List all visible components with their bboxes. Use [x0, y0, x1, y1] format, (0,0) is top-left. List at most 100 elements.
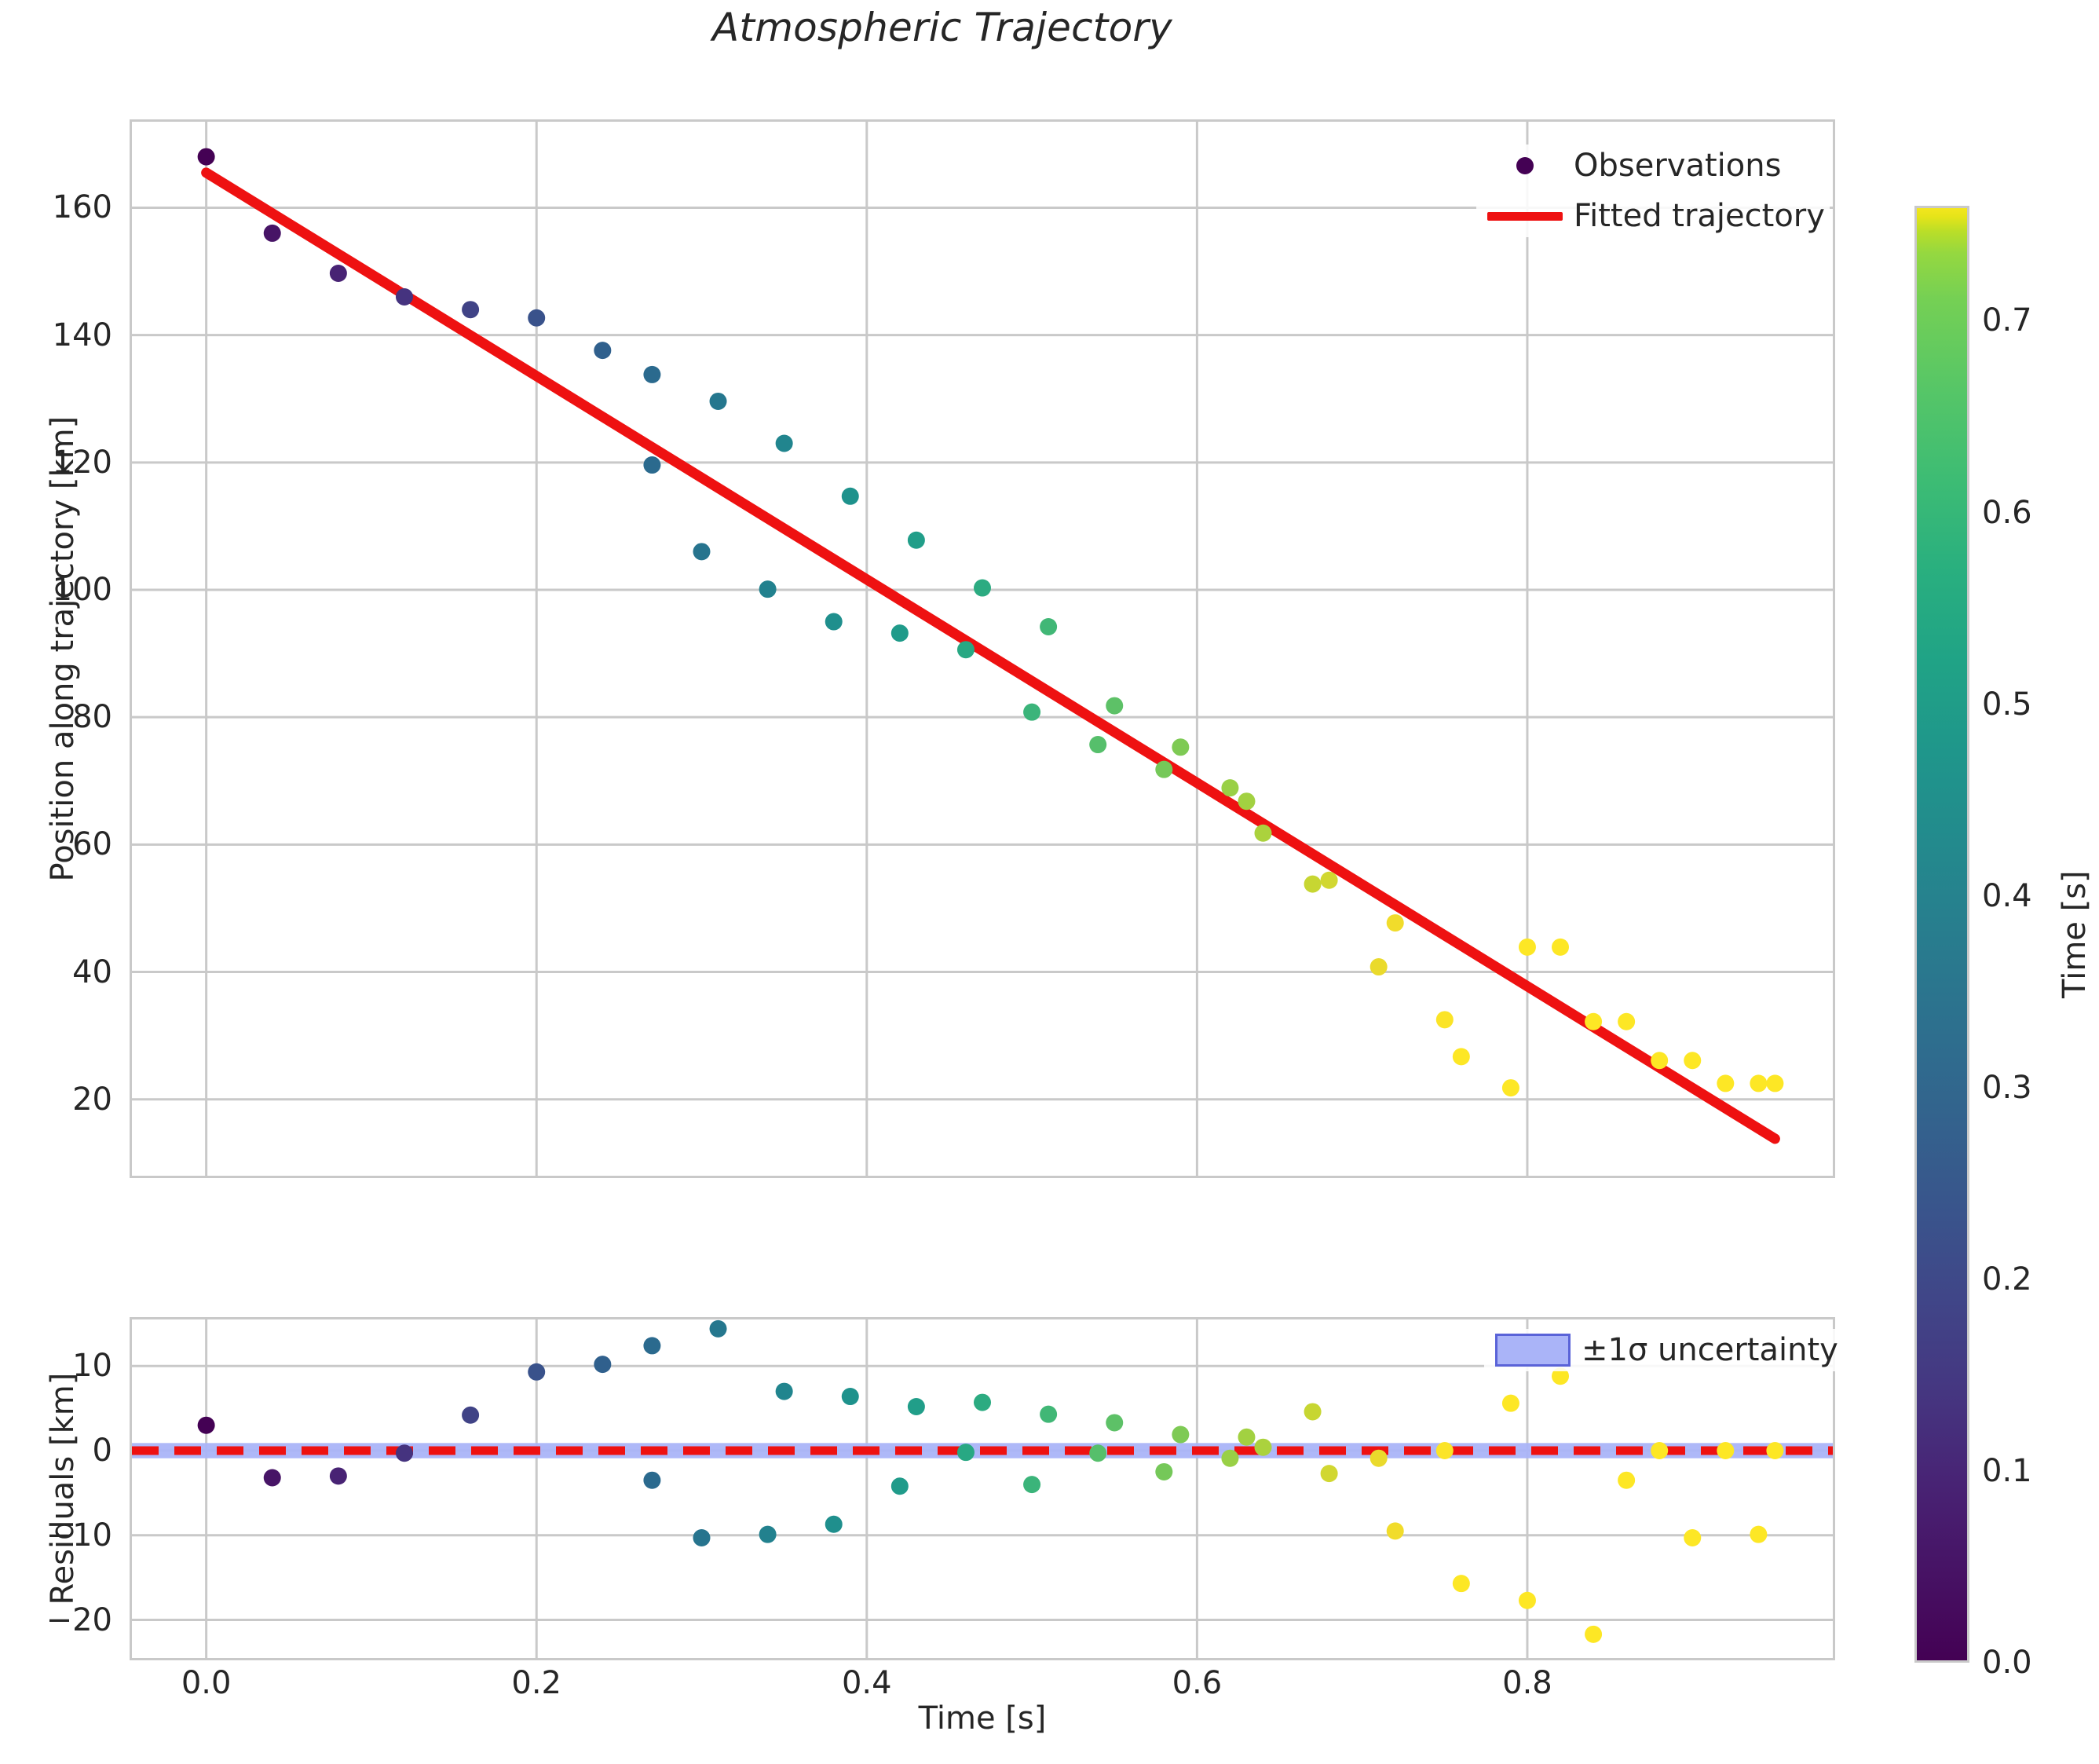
- observation-point: [974, 579, 991, 597]
- observation-point: [693, 543, 711, 561]
- observation-point: [1585, 1012, 1603, 1030]
- observation-point: [594, 342, 612, 360]
- residual-point: [1618, 1471, 1636, 1489]
- residual-point: [1221, 1449, 1239, 1467]
- residuals-plot-area: [132, 1319, 1833, 1658]
- observation-point: [1684, 1052, 1702, 1070]
- observation-point: [841, 487, 859, 505]
- residual-point: [594, 1356, 612, 1374]
- residual-point: [1435, 1442, 1454, 1460]
- main-y-tick-1: 140: [52, 317, 112, 353]
- legend-item-fitted-trajectory[interactable]: Fitted trajectory: [1481, 198, 1825, 234]
- residuals-y-axis-title: Residuals [km]: [45, 1372, 81, 1605]
- observation-point: [1089, 736, 1107, 754]
- legend-item-observations[interactable]: Observations: [1481, 148, 1825, 184]
- residual-point: [643, 1337, 661, 1355]
- observation-point: [197, 148, 215, 166]
- observation-point: [1172, 738, 1190, 756]
- main-plot-area: [132, 122, 1833, 1176]
- residual-point: [841, 1388, 859, 1406]
- residual-point: [825, 1515, 843, 1533]
- observation-point: [1766, 1074, 1784, 1092]
- residual-point: [775, 1382, 793, 1400]
- observation-point: [1369, 958, 1388, 976]
- residual-point: [709, 1319, 727, 1338]
- residual-point: [1684, 1528, 1702, 1546]
- residual-point: [263, 1469, 281, 1487]
- residual-point: [890, 1477, 909, 1495]
- residual-point: [1106, 1414, 1124, 1432]
- main-y-tick-4: 80: [72, 699, 112, 736]
- observation-point: [1040, 618, 1058, 636]
- residual-point: [1023, 1476, 1041, 1494]
- colorbar-tick-0: 0.7: [1982, 302, 2032, 339]
- observation-point: [1651, 1052, 1669, 1070]
- observation-point: [643, 365, 661, 383]
- observations-marker-icon: [1481, 157, 1569, 174]
- observation-point: [759, 580, 777, 598]
- residual-point: [1172, 1425, 1190, 1444]
- main-legend: Observations Fitted trajectory: [1476, 145, 1830, 237]
- residual-point: [1750, 1525, 1768, 1543]
- residual-point: [1369, 1449, 1388, 1467]
- observation-point: [907, 531, 925, 549]
- observation-point: [1717, 1074, 1735, 1092]
- observation-point: [1452, 1048, 1470, 1066]
- observation-point: [395, 287, 413, 306]
- observation-point: [825, 613, 843, 631]
- residual-point: [1766, 1442, 1784, 1460]
- observation-point: [709, 392, 727, 410]
- x-tick-3: 0.6: [1172, 1665, 1223, 1701]
- residual-point: [759, 1525, 777, 1543]
- colorbar-tick-5: 0.2: [1982, 1261, 2032, 1297]
- observation-point: [890, 624, 909, 642]
- observation-point: [462, 301, 480, 319]
- observation-point: [1750, 1074, 1768, 1092]
- residual-point: [462, 1406, 480, 1424]
- main-y-axis-title: Position along trajectory [km]: [45, 415, 81, 882]
- x-tick-0: 0.0: [181, 1665, 232, 1701]
- colorbar: [1914, 206, 1969, 1663]
- observation-point: [1518, 938, 1536, 956]
- observation-point: [1304, 875, 1322, 893]
- colorbar-tick-1: 0.6: [1982, 494, 2032, 531]
- main-y-tick-3: 100: [52, 571, 112, 608]
- fitted-line-icon: [1481, 211, 1569, 221]
- observation-point: [1618, 1012, 1636, 1030]
- residual-point: [1585, 1625, 1603, 1643]
- residual-point: [1452, 1575, 1470, 1593]
- residuals-plot-panel: [130, 1317, 1835, 1660]
- residual-point: [956, 1444, 975, 1462]
- colorbar-tick-6: 0.1: [1982, 1452, 2032, 1489]
- residual-point: [643, 1471, 661, 1489]
- observation-point: [1106, 697, 1124, 715]
- residuals-y-tick-0: 10: [72, 1348, 112, 1385]
- residuals-legend: ±1σ uncertainty: [1484, 1329, 1843, 1371]
- x-axis-title: Time [s]: [918, 1700, 1047, 1737]
- main-plot-canvas: [132, 122, 1833, 1176]
- observation-point: [528, 309, 546, 327]
- residual-point: [528, 1363, 546, 1381]
- legend-label-observations: Observations: [1574, 148, 1782, 184]
- observation-point: [1023, 703, 1041, 721]
- residual-point: [1651, 1442, 1669, 1460]
- residual-point: [1304, 1403, 1322, 1421]
- colorbar-tick-3: 0.4: [1982, 877, 2032, 914]
- x-tick-2: 0.4: [841, 1665, 892, 1701]
- colorbar-tick-7: 0.0: [1982, 1645, 2032, 1681]
- main-y-tick-2: 120: [52, 444, 112, 481]
- observation-point: [643, 456, 661, 474]
- residual-point: [1040, 1405, 1058, 1423]
- legend-label-fitted-trajectory: Fitted trajectory: [1574, 198, 1825, 234]
- observation-point: [1254, 824, 1272, 842]
- residual-point: [1552, 1367, 1570, 1385]
- colorbar-tick-4: 0.3: [1982, 1069, 2032, 1106]
- legend-label-uncertainty: ±1σ uncertainty: [1582, 1332, 1838, 1368]
- figure-title: Atmospheric Trajectory: [712, 5, 1172, 50]
- residuals-y-tick-2: −10: [46, 1517, 112, 1554]
- residuals-plot-canvas: [132, 1319, 1833, 1658]
- main-y-tick-6: 40: [72, 953, 112, 990]
- residual-point: [907, 1397, 925, 1415]
- observation-point: [956, 641, 975, 659]
- legend-item-uncertainty[interactable]: ±1σ uncertainty: [1489, 1332, 1838, 1368]
